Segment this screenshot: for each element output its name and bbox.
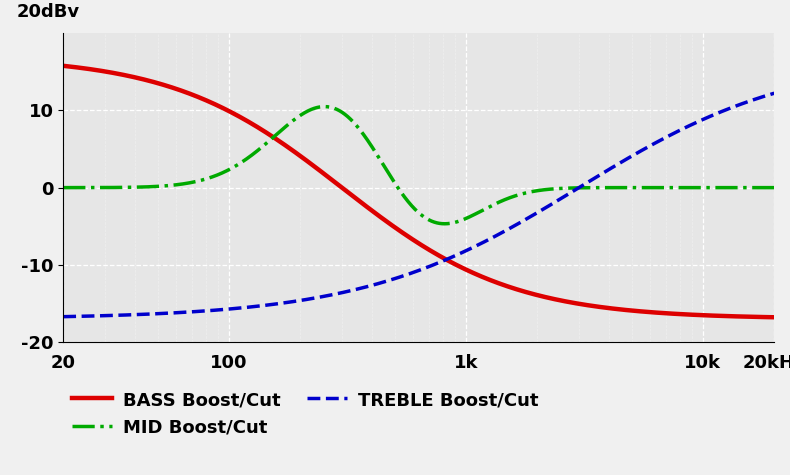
MID Boost/Cut xyxy=(769,185,779,190)
TREBLE Boost/Cut xyxy=(769,90,779,96)
MID Boost/Cut xyxy=(756,185,766,190)
TREBLE Boost/Cut xyxy=(331,291,340,297)
TREBLE Boost/Cut xyxy=(140,312,149,317)
MID Boost/Cut xyxy=(182,180,191,186)
Text: 20: 20 xyxy=(51,353,76,371)
TREBLE Boost/Cut xyxy=(362,284,371,290)
BASS Boost/Cut xyxy=(182,90,191,95)
MID Boost/Cut xyxy=(320,104,329,109)
Text: 1k: 1k xyxy=(453,353,478,371)
Text: 10k: 10k xyxy=(684,353,721,371)
BASS Boost/Cut xyxy=(755,314,765,320)
BASS Boost/Cut xyxy=(331,180,340,186)
Line: BASS Boost/Cut: BASS Boost/Cut xyxy=(63,66,774,317)
MID Boost/Cut xyxy=(679,185,689,190)
BASS Boost/Cut xyxy=(769,314,779,320)
MID Boost/Cut xyxy=(440,221,450,227)
MID Boost/Cut xyxy=(58,185,68,190)
TREBLE Boost/Cut xyxy=(679,125,688,131)
BASS Boost/Cut xyxy=(362,204,371,209)
MID Boost/Cut xyxy=(362,136,371,142)
BASS Boost/Cut xyxy=(58,63,68,69)
Legend: BASS Boost/Cut, MID Boost/Cut, TREBLE Boost/Cut: BASS Boost/Cut, MID Boost/Cut, TREBLE Bo… xyxy=(72,391,539,437)
BASS Boost/Cut xyxy=(140,77,149,83)
TREBLE Boost/Cut xyxy=(182,309,191,315)
TREBLE Boost/Cut xyxy=(755,95,765,100)
Line: MID Boost/Cut: MID Boost/Cut xyxy=(63,106,774,224)
Line: TREBLE Boost/Cut: TREBLE Boost/Cut xyxy=(63,93,774,317)
Text: 20kHz: 20kHz xyxy=(743,353,790,371)
MID Boost/Cut xyxy=(331,106,340,112)
Text: 100: 100 xyxy=(210,353,247,371)
MID Boost/Cut xyxy=(140,184,149,190)
Text: 20dBv: 20dBv xyxy=(17,3,80,21)
BASS Boost/Cut xyxy=(679,312,688,317)
TREBLE Boost/Cut xyxy=(58,314,68,320)
